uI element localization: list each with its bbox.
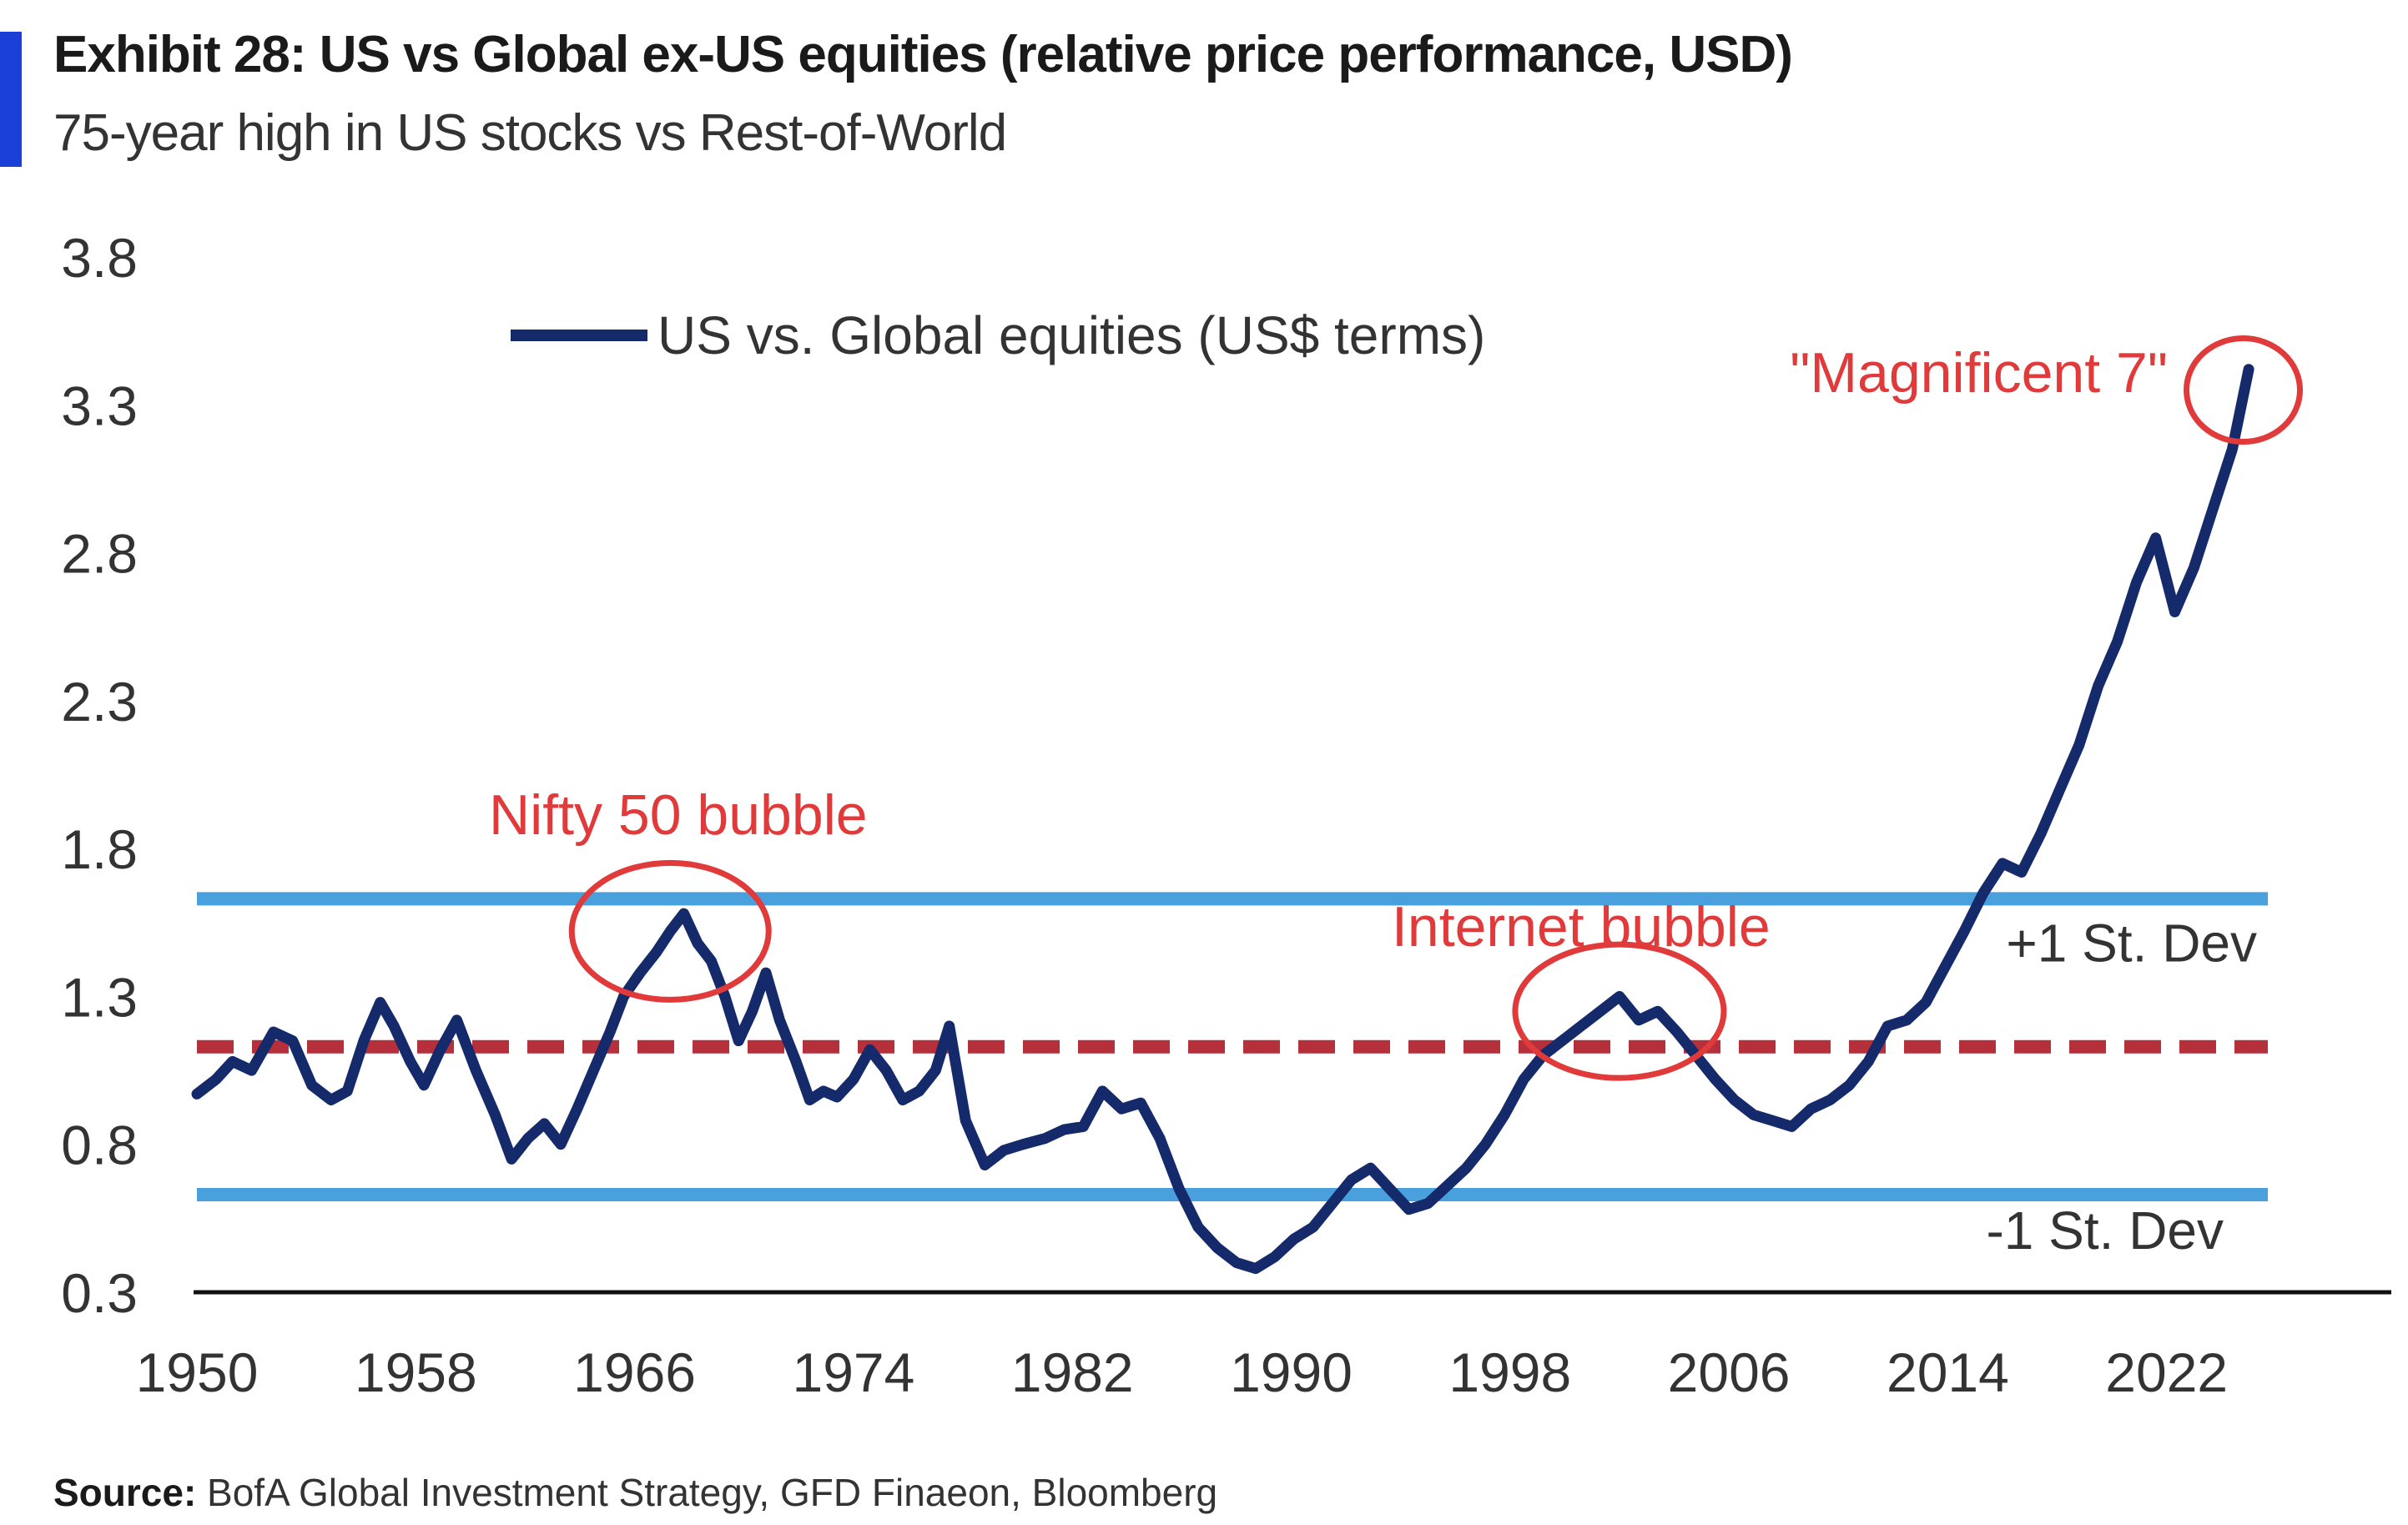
y-tick-label: 1.3 — [61, 966, 138, 1028]
source-text: BofA Global Investment Strategy, GFD Fin… — [196, 1471, 1218, 1514]
annotation-circle — [2184, 335, 2304, 445]
annotation-circle — [1512, 941, 1727, 1081]
std-dev-label: -1 St. Dev — [1986, 1200, 2224, 1261]
x-tick-label: 1974 — [792, 1341, 914, 1403]
x-tick-label: 1966 — [573, 1341, 696, 1403]
x-tick-label: 2014 — [1887, 1341, 2009, 1403]
annotation-label: Nifty 50 bubble — [489, 783, 868, 847]
chart-title: Exhibit 28: US vs Global ex-US equities … — [53, 26, 1793, 83]
y-tick-label: 1.8 — [61, 818, 138, 880]
annotation-label: Internet bubble — [1392, 895, 1771, 959]
legend-label: US vs. Global equities (US$ terms) — [657, 305, 1485, 365]
x-tick-label: 1998 — [1448, 1341, 1571, 1403]
x-tick-label: 1990 — [1230, 1341, 1353, 1403]
y-tick-label: 0.8 — [61, 1115, 138, 1176]
y-tick-label: 2.8 — [61, 523, 138, 585]
y-tick-label: 3.8 — [61, 227, 138, 289]
title-accent-bar — [0, 32, 22, 167]
x-tick-label: 1982 — [1011, 1341, 1134, 1403]
y-tick-label: 0.3 — [61, 1262, 138, 1324]
chart-subtitle: 75-year high in US stocks vs Rest-of-Wor… — [53, 104, 1007, 162]
source-note: Source: BofA Global Investment Strategy,… — [53, 1470, 1217, 1515]
x-tick-label: 2022 — [2105, 1341, 2228, 1403]
annotation-circle — [568, 859, 772, 1003]
source-label: Source: — [53, 1471, 197, 1514]
x-tick-label: 1958 — [355, 1341, 477, 1403]
annotation-label: "Magnificent 7" — [1790, 341, 2168, 405]
series-line — [191, 364, 2254, 1275]
x-tick-label: 1950 — [136, 1341, 259, 1403]
y-tick-label: 3.3 — [61, 375, 138, 436]
y-tick-label: 2.3 — [61, 671, 138, 732]
x-tick-label: 2006 — [1668, 1341, 1791, 1403]
std-dev-label: +1 St. Dev — [2006, 913, 2257, 973]
